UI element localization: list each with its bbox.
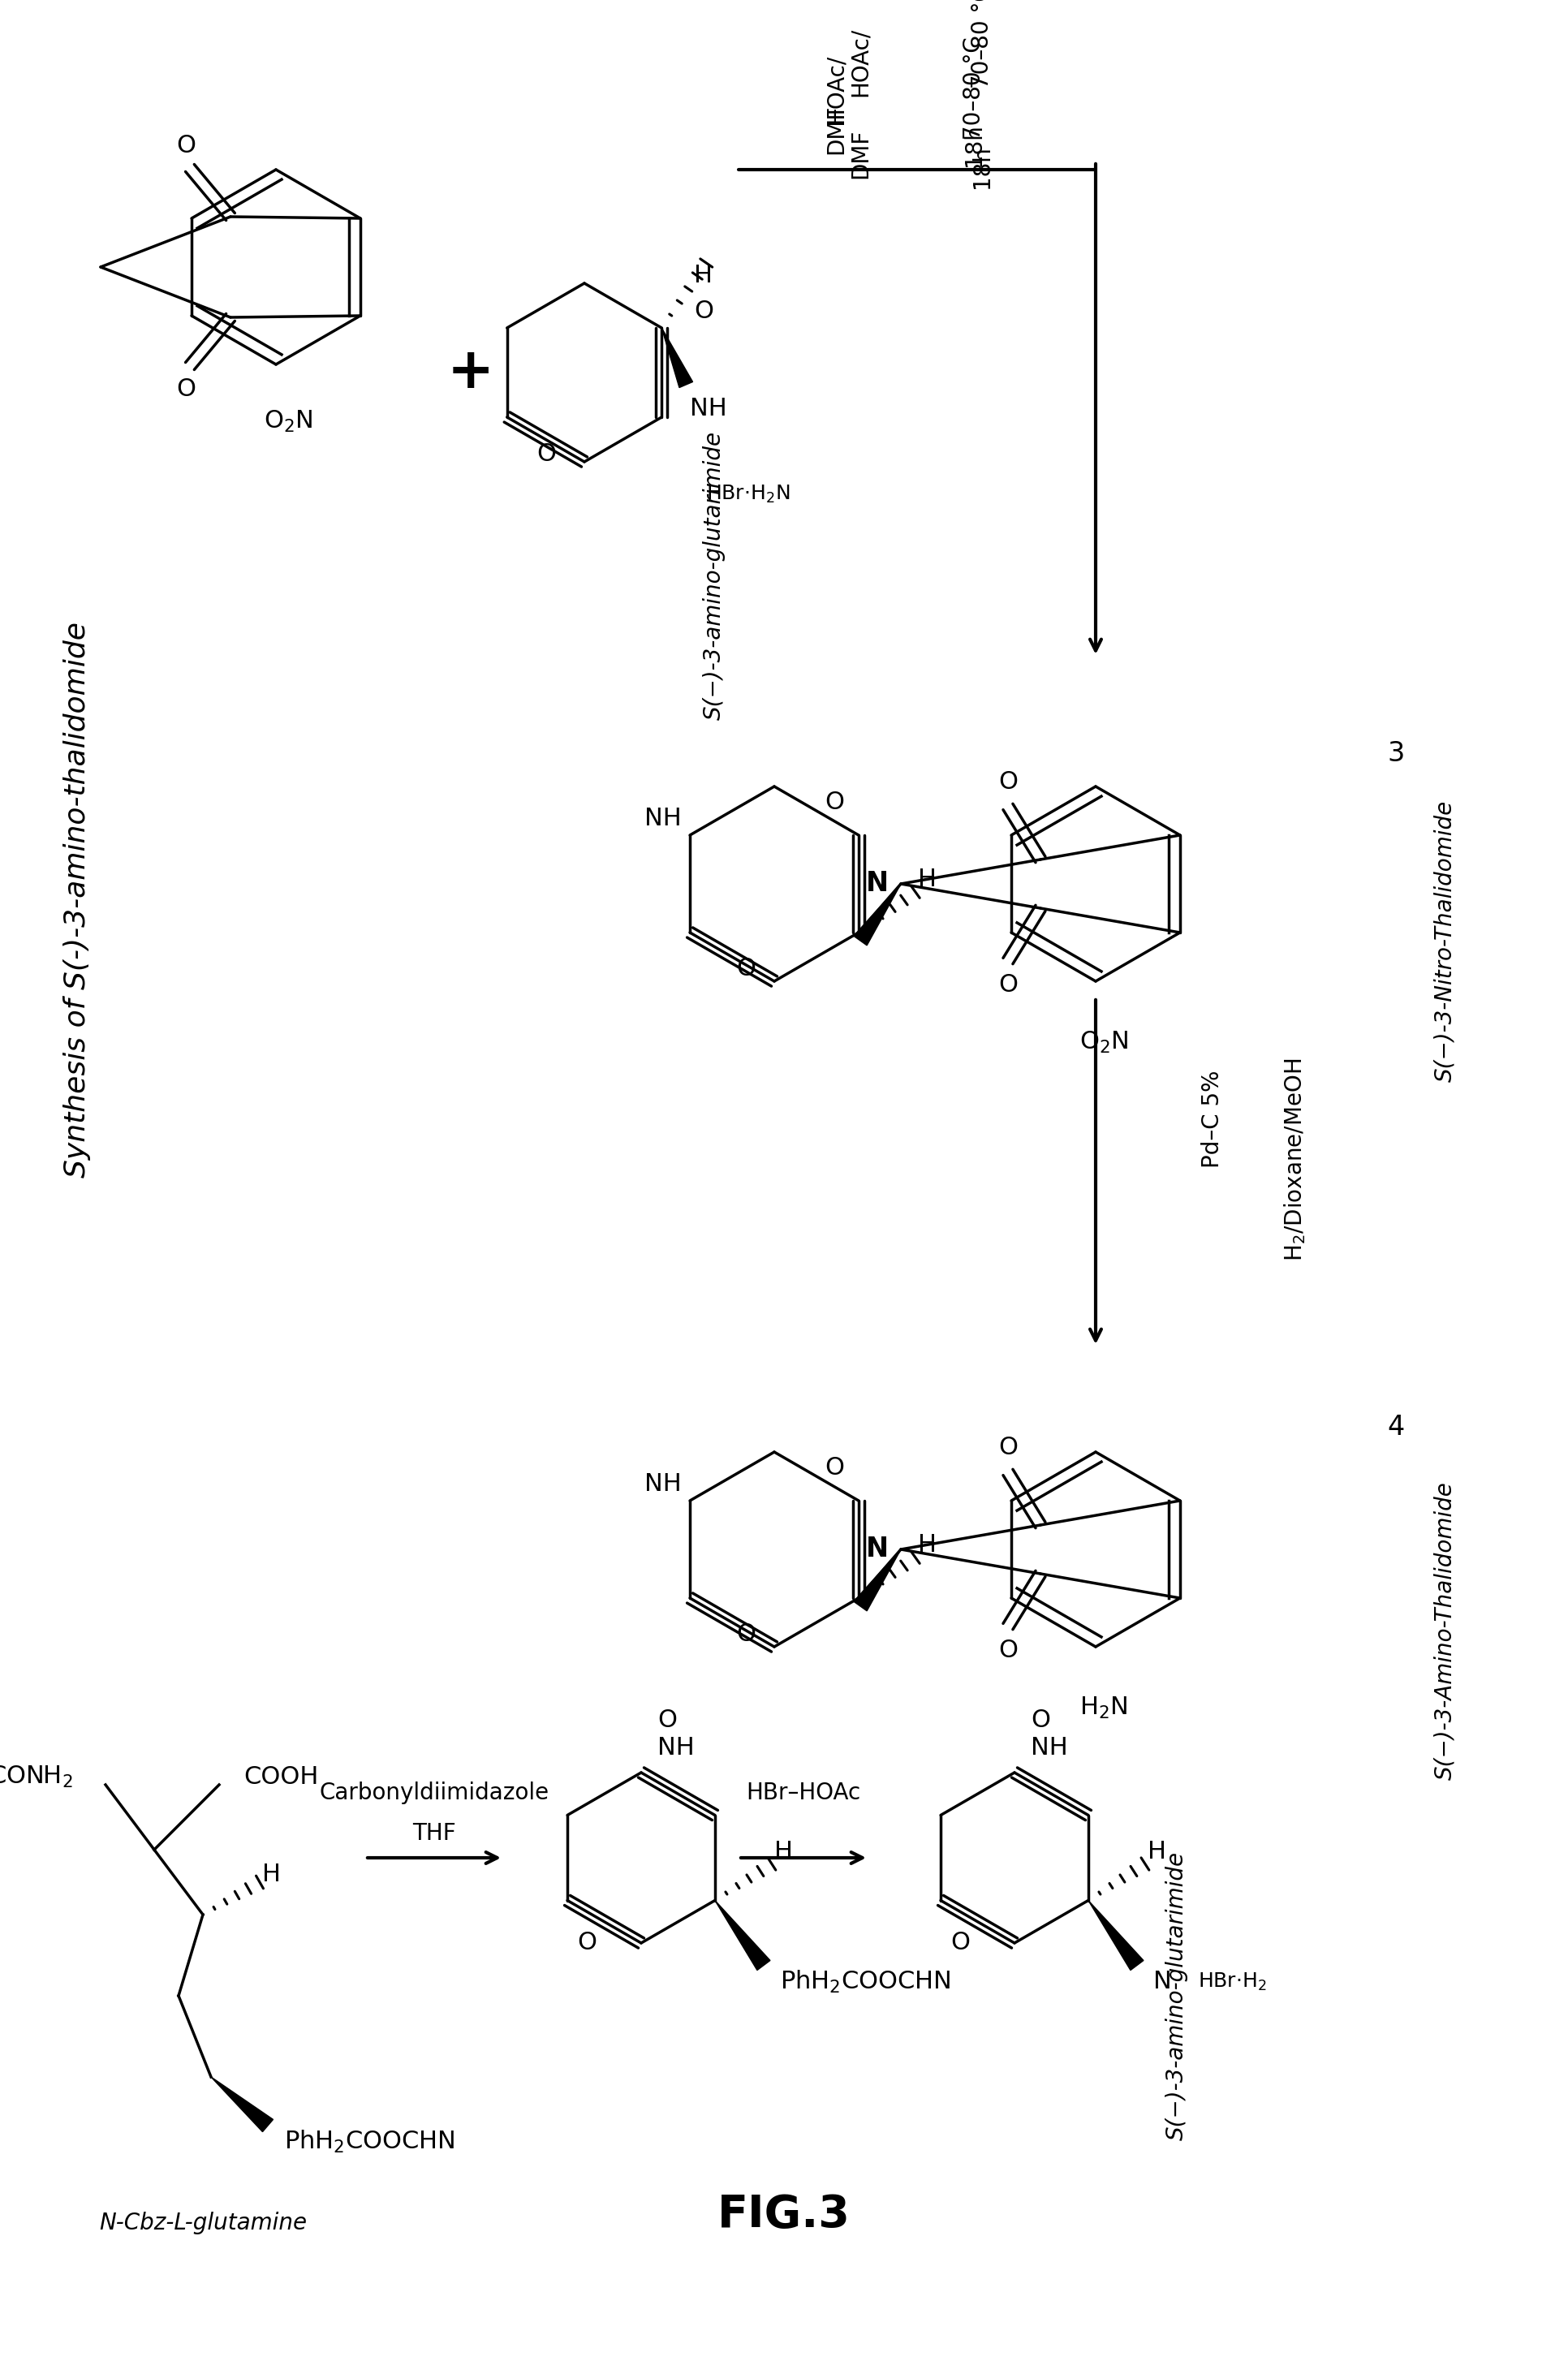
Text: NH: NH bbox=[644, 807, 682, 831]
Polygon shape bbox=[212, 2078, 273, 2132]
Text: H: H bbox=[1148, 1839, 1167, 1863]
Text: H: H bbox=[262, 1863, 281, 1886]
Text: S(−)-3-Nitro-Thalidomide: S(−)-3-Nitro-Thalidomide bbox=[1433, 800, 1455, 1081]
Text: PhH$_2$COOCHN: PhH$_2$COOCHN bbox=[779, 1969, 950, 1995]
Text: Synthesis of S(-)-3-amino-thalidomide: Synthesis of S(-)-3-amino-thalidomide bbox=[63, 621, 91, 1178]
Text: HOAc/: HOAc/ bbox=[848, 28, 872, 97]
Polygon shape bbox=[715, 1901, 770, 1969]
Text: H$_2$/Dioxane/MeOH: H$_2$/Dioxane/MeOH bbox=[1281, 1058, 1306, 1261]
Text: HBr–HOAc: HBr–HOAc bbox=[746, 1783, 861, 1804]
Text: O: O bbox=[735, 1622, 756, 1646]
Text: O: O bbox=[950, 1931, 969, 1955]
Text: +: + bbox=[447, 345, 494, 399]
Text: O: O bbox=[657, 1707, 676, 1731]
Text: O: O bbox=[735, 956, 756, 980]
Text: Pd–C 5%: Pd–C 5% bbox=[1201, 1070, 1223, 1169]
Text: H: H bbox=[917, 1535, 936, 1558]
Text: NH: NH bbox=[657, 1735, 695, 1759]
Text: 70–80 °C: 70–80 °C bbox=[963, 38, 985, 139]
Text: N-Cbz-L-glutamine: N-Cbz-L-glutamine bbox=[99, 2212, 307, 2234]
Text: O: O bbox=[997, 1639, 1018, 1662]
Text: 4: 4 bbox=[1386, 1414, 1403, 1440]
Text: 3: 3 bbox=[1386, 741, 1403, 767]
Text: N: N bbox=[1152, 1969, 1171, 1993]
Text: NH: NH bbox=[1030, 1735, 1068, 1759]
Text: HOAc/: HOAc/ bbox=[825, 54, 847, 123]
Text: H: H bbox=[693, 264, 712, 288]
Text: 18h: 18h bbox=[963, 123, 985, 168]
Text: O: O bbox=[536, 442, 555, 465]
Text: O: O bbox=[577, 1931, 596, 1955]
Text: DMF: DMF bbox=[825, 104, 847, 153]
Text: S(−)-3-amino-glutarimide: S(−)-3-amino-glutarimide bbox=[702, 432, 724, 720]
Text: S(−)-3-Amino-Thalidomide: S(−)-3-Amino-Thalidomide bbox=[1433, 1480, 1455, 1780]
Text: PhH$_2$COOCHN: PhH$_2$COOCHN bbox=[284, 2130, 455, 2156]
Text: 18h: 18h bbox=[971, 146, 993, 189]
Text: CONH$_2$: CONH$_2$ bbox=[0, 1764, 74, 1790]
Text: NH: NH bbox=[644, 1473, 682, 1497]
Text: COOH: COOH bbox=[243, 1766, 318, 1787]
Text: Carbonyldiimidazole: Carbonyldiimidazole bbox=[320, 1783, 549, 1804]
Text: FIG.3: FIG.3 bbox=[717, 2193, 850, 2236]
Text: H: H bbox=[917, 869, 936, 892]
Text: N: N bbox=[866, 1537, 887, 1563]
Text: H: H bbox=[775, 1839, 793, 1863]
Polygon shape bbox=[853, 1549, 900, 1610]
Text: THF: THF bbox=[412, 1823, 456, 1844]
Text: HBr·H$_2$N: HBr·H$_2$N bbox=[706, 484, 790, 505]
Text: O: O bbox=[997, 770, 1018, 793]
Text: H$_2$N: H$_2$N bbox=[1079, 1695, 1127, 1721]
Text: HBr·H$_2$: HBr·H$_2$ bbox=[1198, 1971, 1265, 1993]
Polygon shape bbox=[1088, 1901, 1143, 1969]
Text: O: O bbox=[176, 378, 196, 401]
Text: NH: NH bbox=[690, 397, 728, 420]
Text: O$_2$N: O$_2$N bbox=[263, 408, 312, 434]
Text: O: O bbox=[693, 300, 713, 323]
Text: S(−)-3-amino-glutarimide: S(−)-3-amino-glutarimide bbox=[1165, 1851, 1187, 2141]
Text: O: O bbox=[825, 1457, 844, 1480]
Text: O: O bbox=[176, 135, 196, 158]
Text: O: O bbox=[825, 791, 844, 815]
Polygon shape bbox=[853, 883, 900, 944]
Text: O: O bbox=[1030, 1707, 1049, 1731]
Text: N: N bbox=[866, 871, 887, 897]
Polygon shape bbox=[662, 328, 693, 387]
Text: O$_2$N: O$_2$N bbox=[1079, 1029, 1127, 1055]
Text: O: O bbox=[997, 1435, 1018, 1459]
Text: 70–80 °C: 70–80 °C bbox=[971, 0, 993, 87]
Text: DMF: DMF bbox=[848, 130, 872, 179]
Text: O: O bbox=[997, 973, 1018, 996]
